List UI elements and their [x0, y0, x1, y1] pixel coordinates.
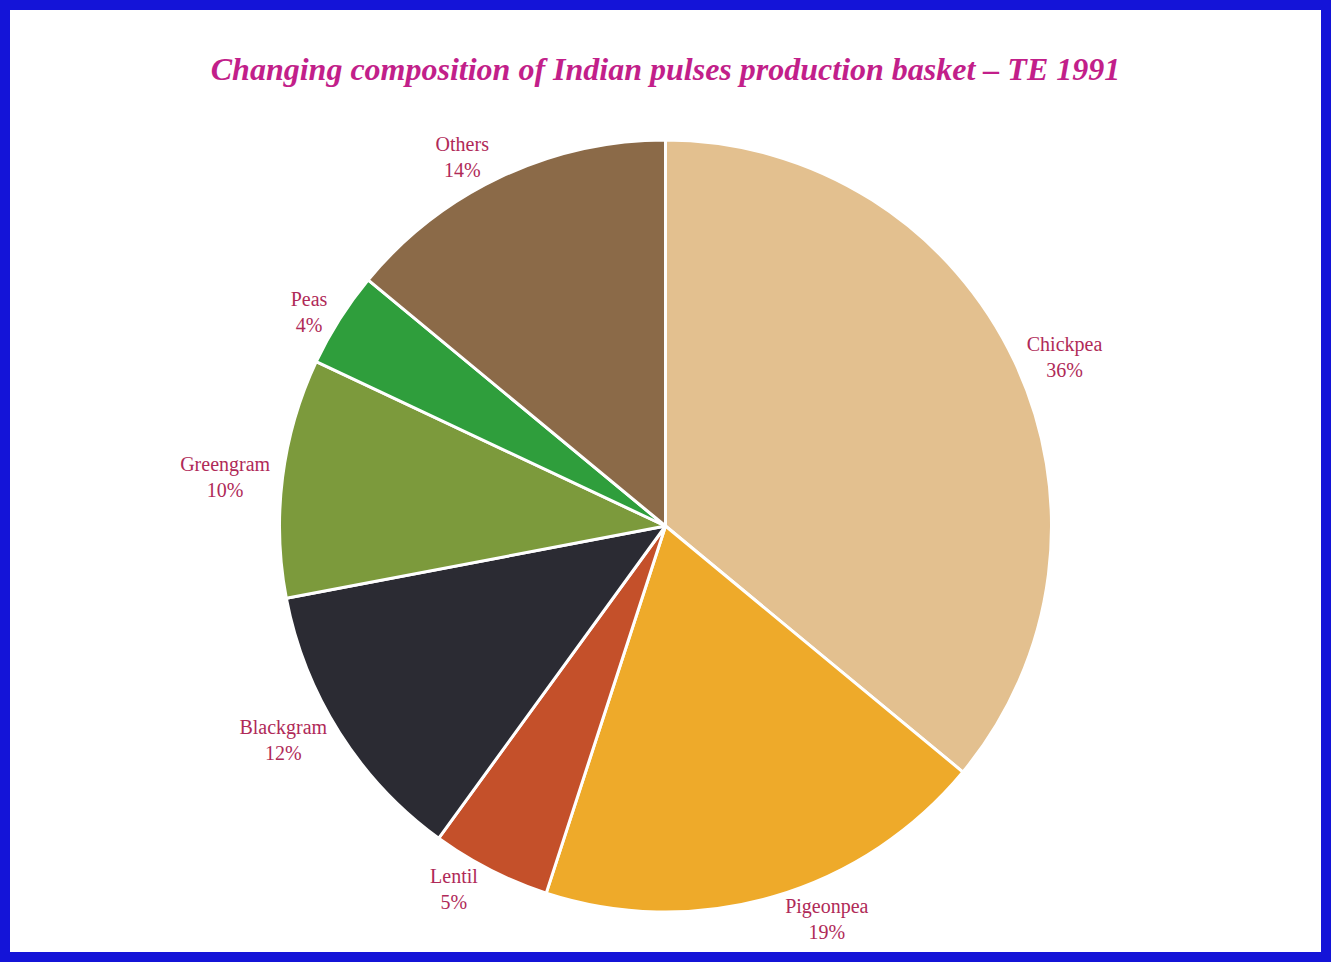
svg-text:Lentil5%: Lentil5%	[430, 865, 478, 913]
svg-text:Pigeonpea19%: Pigeonpea19%	[785, 895, 868, 943]
svg-text:Blackgram12%: Blackgram12%	[239, 716, 327, 764]
svg-text:Greengram10%: Greengram10%	[180, 453, 270, 501]
svg-text:Chickpea36%: Chickpea36%	[1027, 333, 1103, 381]
svg-text:Peas4%: Peas4%	[291, 288, 328, 336]
svg-text:Others14%: Others14%	[436, 133, 490, 181]
svg-text:Changing composition of Indian: Changing composition of Indian pulses pr…	[211, 51, 1121, 87]
